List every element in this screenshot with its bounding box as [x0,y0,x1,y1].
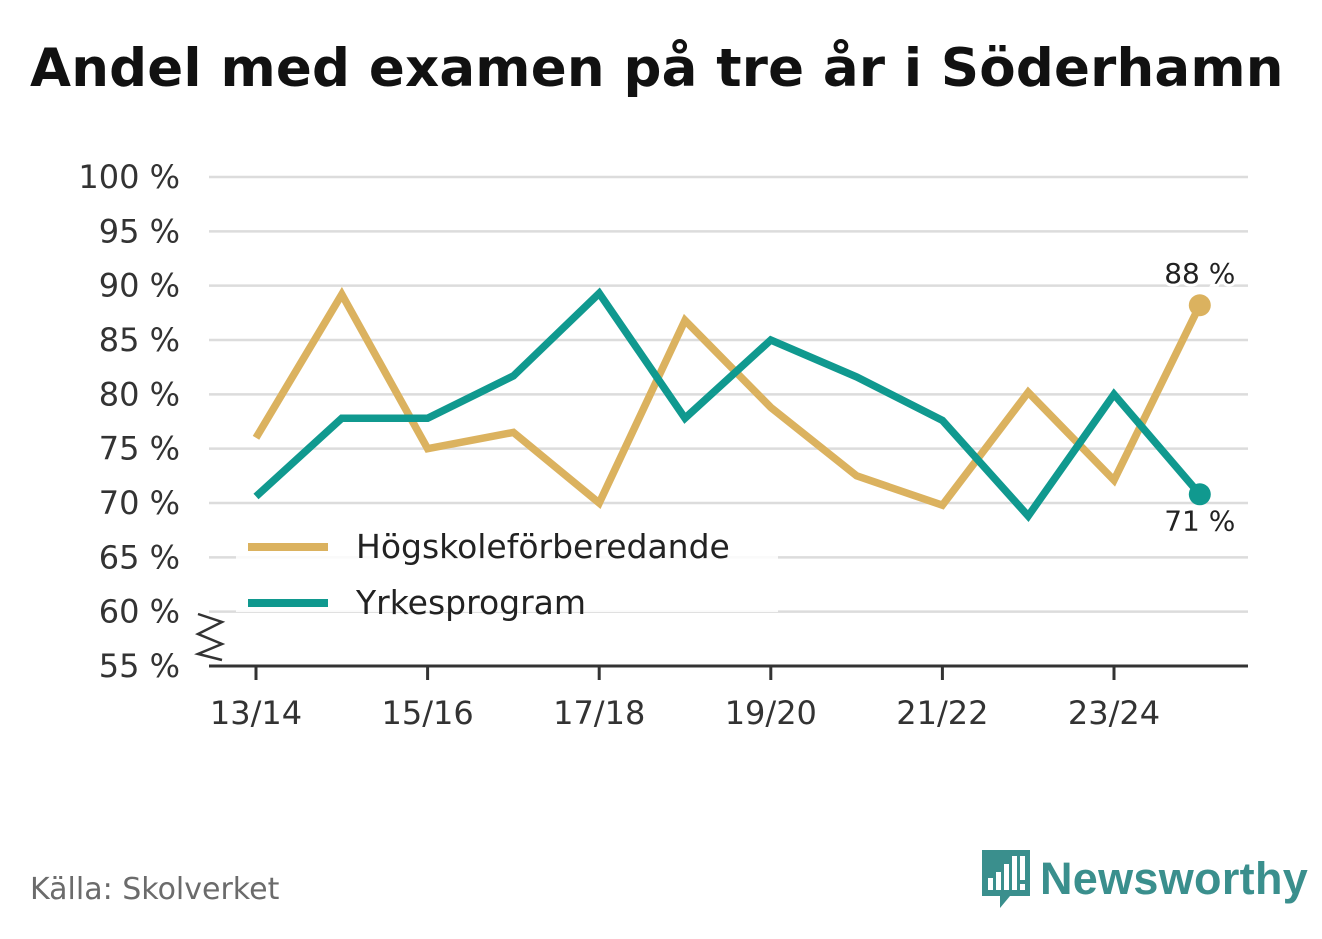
x-tick-label: 15/16 [381,694,473,732]
axis-break-marker [194,612,226,662]
y-tick-label: 65 % [99,538,180,576]
y-tick-label: 75 % [99,430,180,468]
y-tick-label: 70 % [99,484,180,522]
y-tick-label: 100 % [78,158,180,196]
y-tick-label: 80 % [99,375,180,413]
y-tick-label: 55 % [99,647,180,685]
legend-label: Yrkesprogram [355,583,586,622]
y-tick-label: 60 % [99,593,180,631]
x-tick-label: 17/18 [553,694,645,732]
series-line [253,287,1203,523]
x-tick-label: 19/20 [725,694,817,732]
x-axis [194,612,1248,680]
x-axis-tick-labels: 13/14 15/16 17/18 19/20 21/22 23/24 [210,694,1160,732]
y-axis-tick-labels: 100 % 95 % 90 % 85 % 80 % 75 % 70 % 65 % 60 % 55 … [78,158,180,685]
legend: Högskoleförberedande Yrkesprogram [236,518,778,622]
x-tick-label: 21/22 [896,694,988,732]
source-note: Källa: Skolverket [30,872,280,907]
brand-name: Newsworthy [1040,853,1309,904]
series-end-label: 88 % [1164,257,1235,290]
series-end-point [1188,483,1211,506]
legend-label: Högskoleförberedande [356,527,730,566]
y-tick-label: 95 % [99,212,180,250]
x-tick-label: 13/14 [210,694,302,732]
series-lines: 88 % 71 % [252,254,1238,540]
series-end-label: 71 % [1164,504,1235,537]
legend-background [236,518,778,612]
chart-title: Andel med examen på tre år i Söderhamn [30,38,1284,99]
brand-logo: Newsworthy [980,848,1308,910]
series-line [252,286,1204,510]
series-end-point [1188,294,1211,317]
y-tick-label: 85 % [99,321,180,359]
x-tick-label: 23/24 [1068,694,1160,732]
y-tick-label: 90 % [99,267,180,305]
newsworthy-icon [982,850,1030,908]
